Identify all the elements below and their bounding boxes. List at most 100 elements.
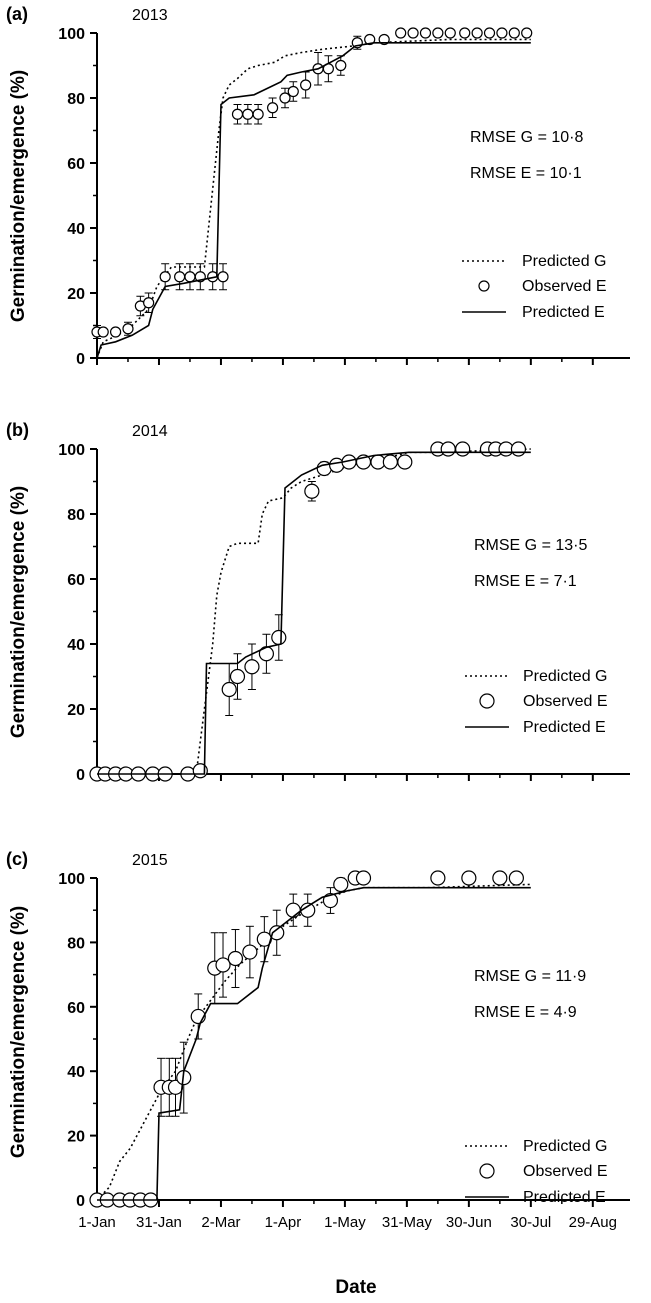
observed-point — [440, 441, 456, 457]
panel-letter: (a) — [6, 4, 28, 24]
observed-point — [508, 27, 520, 39]
x-tick-label: 1-May — [324, 1214, 366, 1231]
observed-point — [231, 108, 244, 120]
x-tick-label: 1-Apr — [265, 1214, 302, 1231]
y-tick-label: 80 — [67, 507, 85, 524]
rmse-annotation: RMSE G = 11·9 — [474, 968, 586, 985]
observed-point — [455, 441, 471, 457]
legend-label: Predicted E — [522, 304, 605, 321]
rmse-annotation: RMSE G = 13·5 — [474, 537, 587, 554]
legend-swatch-circle — [479, 693, 495, 709]
observed-point — [229, 668, 246, 685]
observed-point — [335, 59, 347, 72]
observed-point — [267, 102, 279, 114]
observed-point — [304, 483, 320, 499]
legend-swatch-circle — [479, 1163, 495, 1179]
observed-point — [521, 27, 533, 39]
observed-point — [471, 27, 483, 39]
observed-point — [459, 27, 471, 39]
y-tick-label: 60 — [67, 1000, 85, 1017]
panel-letter: (b) — [6, 420, 29, 440]
observed-point — [364, 33, 376, 46]
rmse-annotation: RMSE E = 4·9 — [474, 1004, 577, 1021]
y-tick-label: 20 — [67, 1129, 85, 1146]
y-tick-label: 40 — [67, 221, 85, 238]
observed-point — [444, 27, 456, 39]
observed-point — [279, 92, 291, 104]
observed-point — [285, 902, 301, 918]
observed-point — [215, 957, 231, 973]
observed-point — [109, 326, 122, 338]
observed-point — [397, 454, 413, 470]
observed-point — [242, 108, 254, 120]
observed-point — [122, 323, 134, 335]
observed-point — [244, 659, 260, 675]
y-tick-label: 20 — [67, 286, 85, 303]
observed-point — [271, 629, 287, 646]
observed-point — [174, 271, 186, 283]
observed-point — [242, 944, 258, 960]
rmse-annotation: RMSE E = 7·1 — [474, 573, 577, 590]
observed-point — [510, 441, 527, 457]
panel-year-title: 2015 — [132, 852, 168, 869]
observed-point — [382, 454, 398, 470]
legend-label: Predicted E — [523, 719, 606, 736]
observed-point — [252, 108, 264, 120]
y-tick-label: 20 — [67, 702, 85, 719]
y-tick-label: 40 — [67, 637, 85, 654]
y-tick-label: 80 — [67, 935, 85, 952]
x-tick-label: 31-Jan — [136, 1214, 182, 1231]
predicted-e-line — [96, 42, 531, 359]
legend-swatch-circle — [478, 280, 490, 292]
y-tick-label: 100 — [58, 871, 85, 888]
x-tick-label: 30-Jul — [510, 1214, 551, 1231]
rmse-annotation: RMSE E = 10·1 — [470, 165, 582, 182]
observed-point — [143, 297, 155, 309]
observed-point — [508, 870, 524, 886]
observed-point — [333, 876, 349, 893]
observed-point — [407, 27, 419, 39]
x-tick-label: 30-Jun — [446, 1214, 492, 1231]
observed-point — [492, 870, 508, 886]
observed-point — [269, 925, 285, 941]
y-tick-label: 0 — [76, 351, 85, 368]
predicted-g-line — [96, 883, 531, 1201]
observed-point — [419, 27, 432, 39]
panel-b: (b) 2014 0 20 40 60 80 100 RMSE G = 13·5 RMSE E =… — [6, 420, 630, 784]
legend-label: Predicted G — [523, 1138, 607, 1155]
predicted-e-line — [97, 451, 531, 775]
rmse-annotation: RMSE G = 10·8 — [470, 129, 583, 146]
x-tick-label: 31-May — [382, 1214, 433, 1231]
observed-point — [184, 271, 196, 283]
observed-point — [159, 271, 171, 283]
y-tick-label: 0 — [76, 1193, 85, 1210]
legend-label: Predicted G — [523, 668, 607, 685]
y-tick-label: 100 — [58, 442, 85, 459]
y-axis-label-c: Germination/emergence (%) — [8, 906, 29, 1158]
predicted-e-line — [97, 886, 531, 1201]
x-tick-label: 29-Aug — [569, 1214, 617, 1231]
x-axis-label: Date — [335, 1277, 376, 1298]
observed-point — [430, 870, 446, 886]
observed-point — [322, 892, 339, 909]
observed-point — [355, 870, 372, 886]
panel-year-title: 2014 — [132, 423, 168, 440]
y-tick-label: 0 — [76, 767, 85, 784]
y-tick-label: 60 — [67, 156, 85, 173]
observed-point — [217, 271, 229, 283]
y-tick-label: 100 — [58, 26, 85, 43]
observed-point — [483, 27, 496, 39]
panel-c: (c) 2015 0 20 40 60 80 100 1-Jan 31-Jan 2-Mar 1-Apr… — [6, 849, 630, 1231]
observed-point — [221, 681, 237, 698]
observed-point — [300, 79, 312, 91]
observed-point — [329, 457, 345, 473]
predicted-g-line — [96, 38, 531, 359]
y-tick-label: 80 — [67, 91, 85, 108]
legend-label: Observed E — [523, 1163, 607, 1180]
y-axis-label-a: Germination/emergence (%) — [8, 70, 29, 322]
panel-a: (a) 2013 0 20 40 60 80 100 RMSE G = 10·8 RMSE E =… — [6, 4, 630, 368]
panel-letter: (c) — [6, 849, 28, 869]
observed-point — [395, 27, 407, 39]
x-tick-label: 2-Mar — [201, 1214, 240, 1231]
